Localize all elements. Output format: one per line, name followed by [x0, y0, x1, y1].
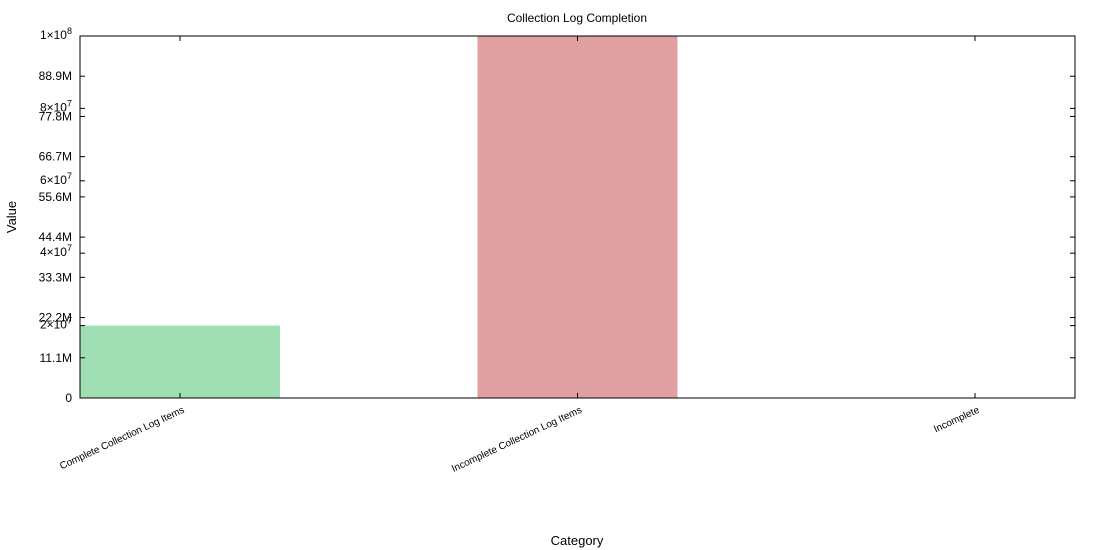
y-tick-sci-label: 4×107 — [40, 243, 72, 259]
y-tick-label: 55.6M — [39, 190, 72, 204]
y-tick-label: 33.3M — [39, 270, 72, 284]
bar-1 — [477, 36, 678, 398]
bars-layer — [80, 36, 678, 398]
y-tick-sci-label: 2×107 — [40, 316, 72, 332]
y-tick-label: 22.2M — [39, 311, 72, 325]
y-tick-sci-label: 6×107 — [40, 171, 72, 187]
y-tick-label: 11.1M — [40, 351, 72, 365]
y-tick-label: 66.7M — [39, 150, 72, 164]
x-tick-label: Incomplete Collection Log Items — [450, 405, 584, 475]
chart-title: Collection Log Completion — [507, 11, 647, 25]
x-axis-title: Category — [551, 533, 604, 548]
y-tick-label: 44.4M — [39, 230, 72, 244]
x-tick-label: Incomplete — [932, 405, 981, 436]
ticks-layer — [80, 35, 1075, 399]
y-axis-title: Value — [4, 201, 19, 233]
y-tick-sci-label: 8×107 — [40, 98, 72, 114]
bar-0 — [80, 325, 280, 398]
y-tick-sci-label: 1×108 — [40, 26, 72, 42]
y-tick-label: 0 — [65, 391, 72, 405]
y-tick-label: 77.8M — [39, 109, 72, 123]
x-tick-label: Complete Collection Log Items — [58, 405, 186, 473]
y-tick-label: 88.9M — [39, 69, 72, 83]
